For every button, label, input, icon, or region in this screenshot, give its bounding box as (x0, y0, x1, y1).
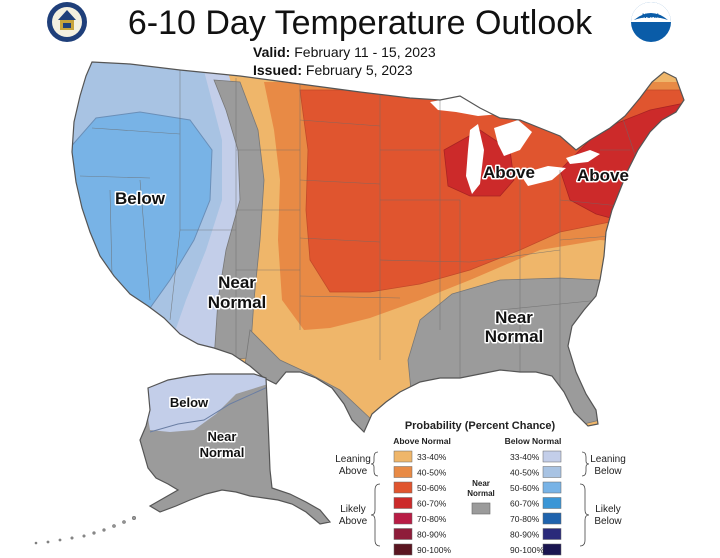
legend-above-label-0: 33-40% (417, 452, 447, 462)
region-label-alaska-near-2: Normal (200, 445, 245, 460)
legend-below-header: Below Normal (505, 436, 562, 446)
legend-leaning-below-2: Below (594, 466, 622, 477)
region-label-alaska-below: Below (170, 395, 209, 410)
legend-near-2: Normal (467, 489, 495, 498)
region-label-rockies-near-1: Near (218, 273, 256, 292)
legend-below-label-3: 60-70% (510, 499, 540, 509)
region-label-northeast-above: Above (577, 166, 629, 185)
brace-likely-below (579, 483, 590, 547)
legend-title: Probability (Percent Chance) (405, 420, 556, 432)
legend-above-swatch-5 (393, 528, 413, 540)
legend-below-swatch-5 (542, 528, 562, 540)
legend-likely-above-2: Above (339, 516, 368, 527)
legend-near-1: Near (472, 479, 490, 488)
legend-below-swatch-0 (542, 450, 562, 463)
legend-likely-below-1: Likely (595, 504, 621, 515)
commerce-seal-logo (47, 2, 87, 42)
legend: Probability (Percent Chance) Above Norma… (335, 420, 626, 556)
legend-above-swatch-3 (393, 497, 413, 509)
valid-row: Valid: February 11 - 15, 2023 (253, 44, 436, 60)
legend-likely-above-1: Likely (340, 504, 366, 515)
region-label-southeast-near-2: Normal (485, 327, 544, 346)
legend-below-swatch-1 (542, 466, 562, 478)
legend-likely-below-2: Below (594, 516, 622, 527)
brace-leaning-above (370, 451, 379, 477)
legend-above-label-3: 60-70% (417, 499, 447, 509)
legend-below-label-1: 40-50% (510, 468, 540, 478)
issued-value: February 5, 2023 (305, 62, 413, 78)
legend-below-swatch-2 (542, 481, 562, 494)
legend-above-swatch-4 (393, 512, 413, 525)
brace-leaning-below (581, 451, 590, 477)
state-lines (79, 70, 641, 400)
legend-below-swatch-4 (542, 512, 562, 525)
region-labels: Below Near Normal Above Above Near Norma… (113, 162, 630, 462)
page-title: 6-10 Day Temperature Outlook (127, 4, 593, 42)
region-label-rockies-near-2: Normal (208, 293, 267, 312)
legend-below-label-2: 50-60% (510, 483, 540, 493)
region-label-west-below: Below (115, 189, 166, 208)
legend-above-label-5: 80-90% (417, 530, 447, 540)
legend-above-label-6: 90-100% (417, 545, 451, 555)
legend-leaning-above-1: Leaning (335, 454, 371, 465)
valid-label: Valid: (253, 44, 291, 60)
legend-above-swatch-6 (393, 543, 413, 556)
legend-above-header: Above Normal (393, 436, 451, 446)
great-lakes (430, 96, 600, 194)
legend-leaning-below-1: Leaning (590, 454, 626, 465)
legend-above-swatch-2 (393, 481, 413, 494)
legend-above-swatch-0 (393, 450, 413, 463)
legend-below-swatch-6 (542, 543, 562, 556)
region-label-alaska-near-1: Near (208, 429, 237, 444)
legend-below-label-5: 80-90% (510, 530, 540, 540)
legend-below-label-0: 33-40% (510, 452, 540, 462)
legend-leaning-above-2: Above (339, 466, 368, 477)
valid-value: February 11 - 15, 2023 (294, 44, 436, 60)
legend-above-bins: 33-40% 40-50% 50-60% 60-70% 70-80% 80-90% 90-1… (393, 450, 451, 556)
legend-near-swatch (471, 502, 491, 515)
legend-above-label-4: 70-80% (417, 514, 447, 524)
brace-likely-above (370, 483, 381, 547)
legend-above-swatch-1 (393, 466, 413, 478)
legend-above-label-1: 40-50% (417, 468, 447, 478)
legend-above-label-2: 50-60% (417, 483, 447, 493)
legend-below-label-4: 70-80% (510, 514, 540, 524)
issued-row: Issued: February 5, 2023 (253, 62, 413, 78)
legend-below-swatch-3 (542, 497, 562, 509)
region-label-great-lakes-above: Above (483, 163, 535, 182)
legend-below-label-6: 90-100% (510, 545, 544, 555)
aleutian-islands (34, 516, 136, 545)
issued-label: Issued: (253, 62, 303, 78)
noaa-logo-text: NOAA (642, 14, 660, 20)
noaa-logo: NOAA (631, 2, 671, 42)
legend-below-bins: 33-40% 40-50% 50-60% 60-70% 70-80% 80-90% 90-1… (510, 450, 562, 556)
region-label-southeast-near-1: Near (495, 308, 533, 327)
